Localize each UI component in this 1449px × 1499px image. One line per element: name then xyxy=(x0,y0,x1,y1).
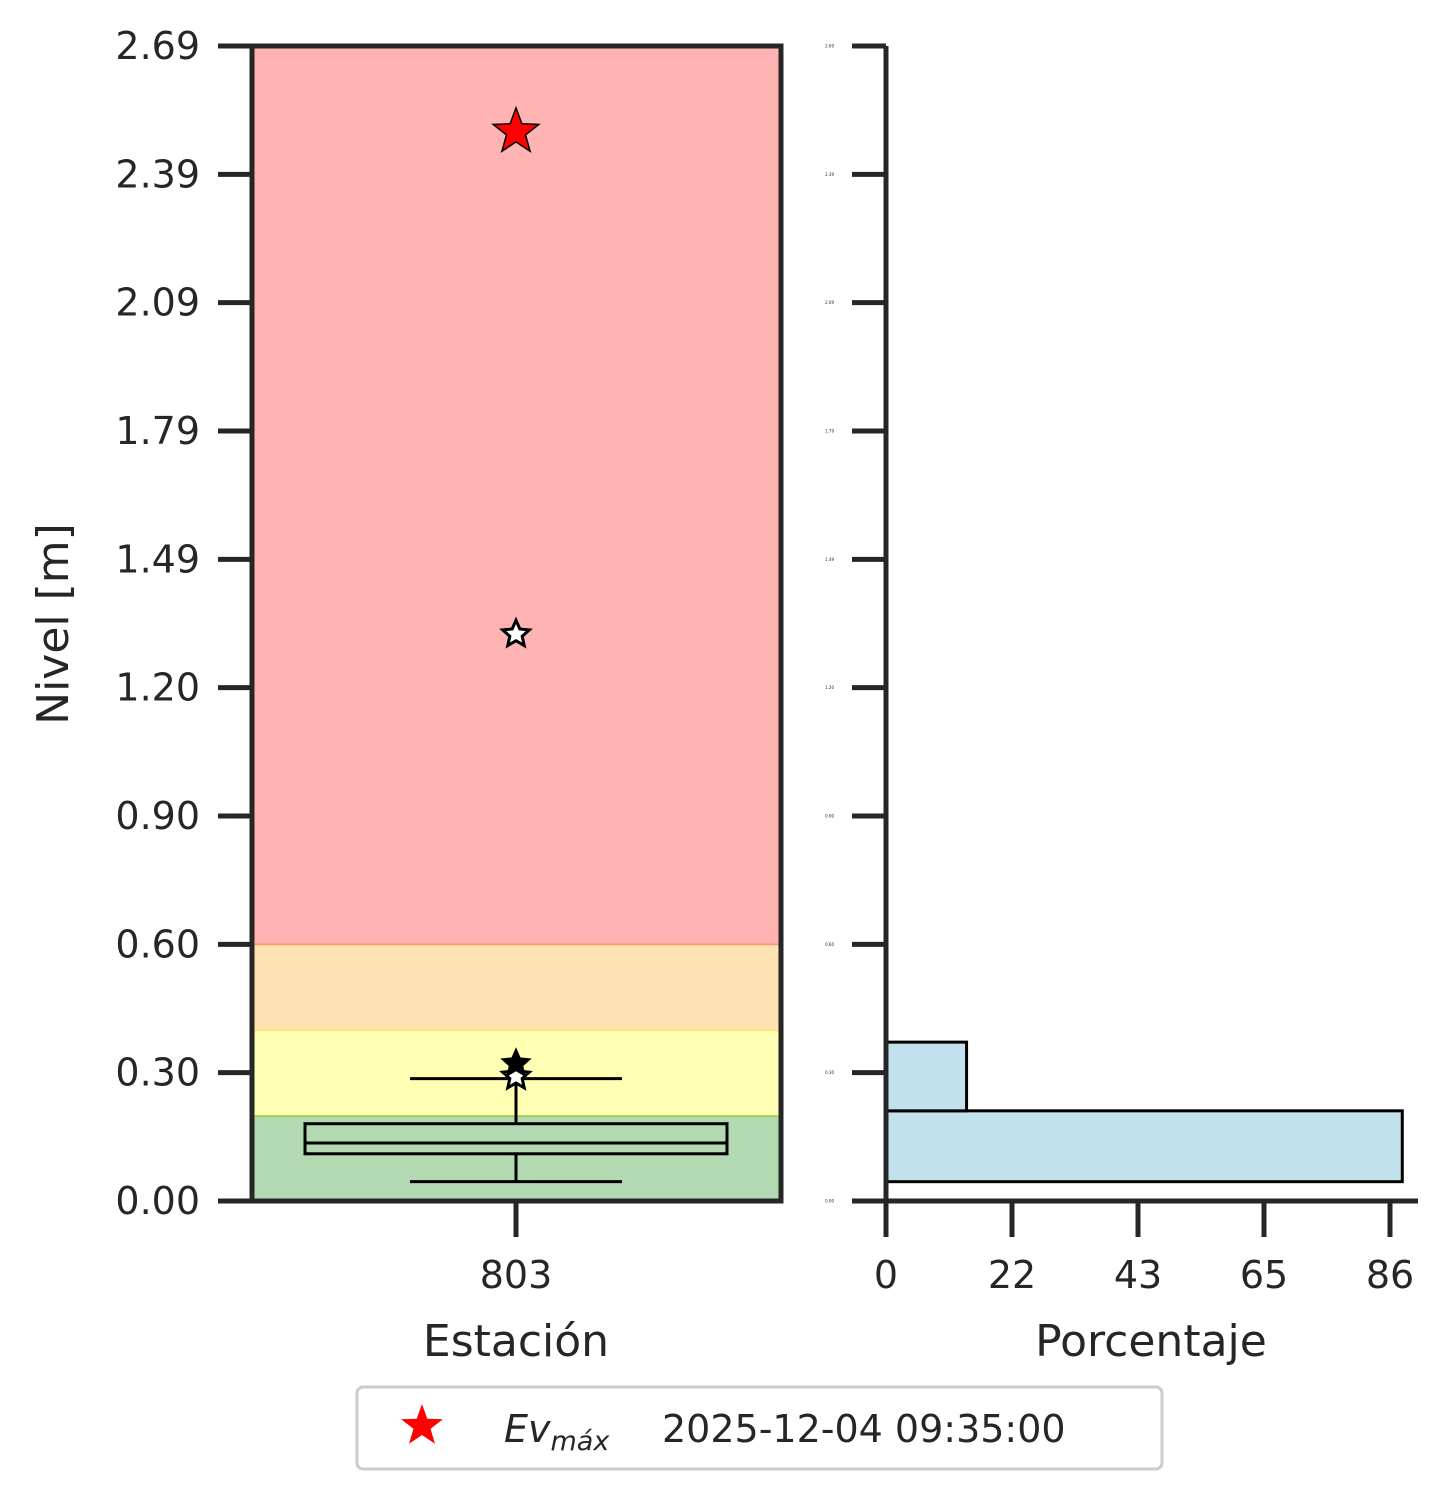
histogram-y-ticks: 0.00 0.30 0.60 0.90 1.20 1.49 1.79 2.09 2.39 2.69 xyxy=(825,43,886,1204)
histogram-y-tick-label: 2.69 xyxy=(825,44,834,49)
histogram-y-tick-label: 0.00 xyxy=(825,1199,834,1204)
black-star-3 xyxy=(500,1047,532,1077)
box-plot-panel: 0.00 0.30 0.60 0.90 1.20 1.49 1.79 2.09 2.39 2.69… xyxy=(28,24,784,1367)
y-tick-label: 1.49 xyxy=(115,537,200,581)
y-tick-label: 2.09 xyxy=(115,281,200,325)
hollow-star-2 xyxy=(499,1058,533,1091)
histogram-x-tick-label: 65 xyxy=(1240,1253,1288,1297)
level-bands xyxy=(252,46,781,1201)
y-tick-label: 0.30 xyxy=(115,1051,200,1095)
y-axis-title: Nivel [m] xyxy=(28,523,79,725)
legend-star-icon xyxy=(401,1404,443,1444)
legend: Evmáx 2025-12-04 09:35:00 xyxy=(355,1385,1164,1471)
histogram-x-tick-label: 86 xyxy=(1366,1253,1414,1297)
histogram-x-tick-label: 0 xyxy=(874,1253,898,1297)
histogram-x-tick-label: 22 xyxy=(988,1253,1036,1297)
histogram-x-tick-label: 43 xyxy=(1114,1253,1162,1297)
histogram-y-tick-label: 1.20 xyxy=(825,685,834,690)
histogram-y-tick-label: 0.60 xyxy=(825,942,834,947)
histogram-bar-1 xyxy=(884,1040,969,1113)
histogram-y-tick-label: 2.09 xyxy=(825,300,834,305)
legend-box xyxy=(355,1385,1164,1471)
legend-date: 2025-12-04 09:35:00 xyxy=(662,1407,1066,1451)
y-axis-ticks: 0.00 0.30 0.60 0.90 1.20 1.49 1.79 2.09 2.39 2.69 xyxy=(115,24,252,1223)
histogram-y-tick-label: 1.79 xyxy=(825,429,834,434)
histogram-x-title: Porcentaje xyxy=(1035,1316,1267,1367)
histogram-bar-0 xyxy=(884,1109,1404,1184)
y-tick-label: 2.69 xyxy=(115,24,200,68)
max-event-star xyxy=(491,105,541,154)
y-tick-label: 2.39 xyxy=(115,152,200,196)
band-3 xyxy=(252,46,781,944)
event-markers xyxy=(491,105,541,1091)
histogram-axes xyxy=(883,46,1418,1204)
y-tick-label: 0.60 xyxy=(115,922,200,966)
box-iqr xyxy=(303,1122,729,1156)
legend-label: Evmáx xyxy=(504,1407,610,1457)
hollow-star-1 xyxy=(499,616,533,649)
histogram-y-tick-label: 2.39 xyxy=(825,172,834,177)
x-axis-ticks: 803 xyxy=(480,1201,553,1297)
y-tick-label: 0.90 xyxy=(115,794,200,838)
legend-label-subscript: máx xyxy=(551,1426,611,1457)
histogram-y-tick-label: 1.49 xyxy=(825,557,834,562)
y-tick-label: 1.20 xyxy=(115,666,200,710)
x-axis-title: Estación xyxy=(423,1316,609,1367)
y-tick-label: 1.79 xyxy=(115,409,200,453)
histogram-x-ticks: 0 22 43 65 86 xyxy=(874,1201,1414,1297)
y-tick-label: 0.00 xyxy=(115,1179,200,1223)
band-2 xyxy=(252,943,781,1030)
legend-label-main: Ev xyxy=(504,1407,551,1451)
box-plot xyxy=(303,1077,729,1184)
histogram-y-tick-label: 0.90 xyxy=(825,814,834,819)
histogram-y-tick-label: 0.30 xyxy=(825,1070,834,1075)
histogram-panel: 0.00 0.30 0.60 0.90 1.20 1.49 1.79 2.09 2.39 2.69… xyxy=(825,43,1418,1367)
x-tick-label: 803 xyxy=(480,1253,553,1297)
histogram-bars xyxy=(884,1040,1404,1184)
